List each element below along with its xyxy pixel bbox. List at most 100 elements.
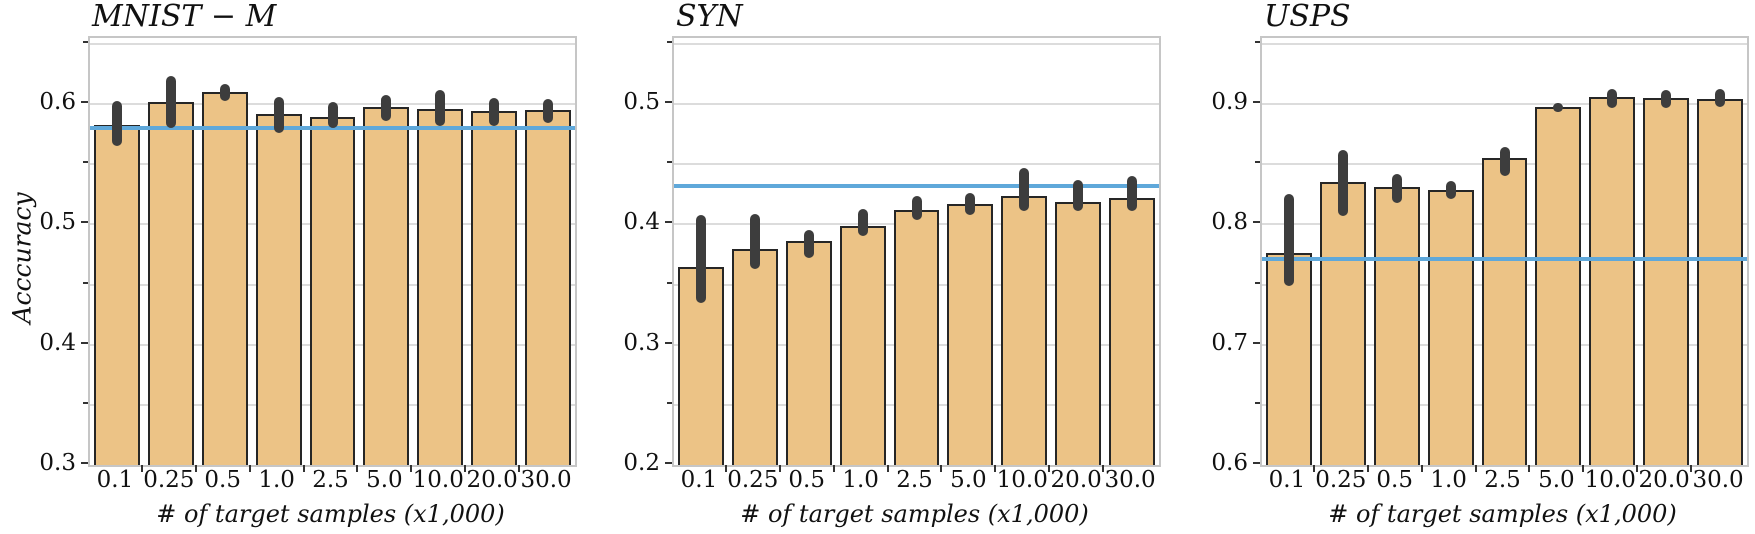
y-tick-mark (1253, 341, 1260, 344)
error-bar (111, 100, 122, 147)
baseline-line (674, 183, 1159, 188)
error-bar (165, 76, 176, 129)
error-bar (1661, 89, 1672, 108)
x-tick-mark (1048, 465, 1051, 472)
x-tick-mark (1420, 465, 1423, 472)
y-tick-label: 0.7 (1211, 329, 1248, 356)
error-bar (1073, 179, 1084, 212)
gridline (674, 163, 1159, 166)
x-tick-mark (194, 465, 197, 472)
x-tick-label: 10.0 (1584, 467, 1636, 493)
x-tick-mark (1366, 465, 1369, 472)
error-bar (1337, 149, 1348, 216)
error-bar (803, 230, 814, 259)
x-tick-label: 2.5 (896, 467, 933, 493)
bar (1266, 253, 1312, 465)
baseline-line (90, 126, 575, 131)
bar (1589, 96, 1636, 465)
error-bar (1391, 173, 1402, 203)
panel-title-mnist-m: MNIST − M (92, 0, 277, 34)
y-tick-mark (665, 341, 672, 344)
x-tick-mark (140, 465, 143, 472)
gridline (674, 103, 1159, 106)
panel-title-usps: USPS (1264, 0, 1351, 34)
y-tick-mark (665, 101, 672, 104)
x-tick-label: 20.0 (466, 467, 518, 493)
x-tick-label: 20.0 (1638, 467, 1690, 493)
x-tick-mark (1102, 465, 1105, 472)
x-axis-label-mnist-m: # of target samples (x1,000) (156, 500, 505, 528)
y-minor-tick-mark (1255, 401, 1260, 404)
y-minor-tick-mark (667, 41, 672, 43)
x-tick-mark (518, 465, 521, 472)
x-tick-label: 30.0 (1692, 467, 1744, 493)
x-tick-label: 1.0 (1430, 467, 1467, 493)
bar (1055, 201, 1102, 465)
x-tick-mark (1636, 465, 1639, 472)
x-tick-label: 5.0 (950, 467, 987, 493)
error-bar (1607, 88, 1618, 108)
x-tick-mark (994, 465, 997, 472)
y-minor-tick-mark (1255, 281, 1260, 284)
y-tick-label: 0.6 (39, 89, 76, 116)
syn-plot-area (672, 36, 1161, 467)
x-tick-mark (1528, 465, 1531, 472)
y-tick-mark (1253, 221, 1260, 224)
y-tick-mark (1253, 462, 1260, 464)
x-tick-label: 1.0 (258, 467, 295, 493)
y-tick-mark (665, 462, 672, 464)
bar (1109, 197, 1155, 465)
x-tick-label: 10.0 (412, 467, 464, 493)
bar (201, 92, 248, 465)
y-tick-label: 0.3 (39, 450, 76, 476)
x-tick-mark (248, 465, 251, 472)
mnist-m-plot-area (88, 36, 577, 467)
x-tick-mark (410, 465, 413, 472)
error-bar (435, 89, 446, 126)
x-tick-label: 2.5 (312, 467, 349, 493)
bar (525, 110, 571, 465)
error-bar (327, 101, 338, 129)
x-axis-label-usps: # of target samples (x1,000) (1328, 500, 1677, 528)
x-tick-label: 1.0 (842, 467, 879, 493)
bar (1001, 195, 1048, 465)
x-tick-label: 0.5 (788, 467, 825, 493)
y-tick-label: 0.9 (1211, 89, 1248, 116)
y-minor-tick-mark (1255, 41, 1260, 43)
y-minor-tick-mark (667, 401, 672, 404)
bar (1643, 98, 1690, 465)
bar (147, 101, 194, 465)
y-tick-label: 0.2 (623, 450, 660, 476)
x-tick-label: 30.0 (1104, 467, 1156, 493)
x-tick-mark (1582, 465, 1585, 472)
error-bar (1127, 176, 1138, 212)
bar (1319, 182, 1366, 465)
bar (893, 210, 940, 465)
y-tick-label: 0.6 (1211, 450, 1248, 476)
x-tick-mark (832, 465, 835, 472)
x-tick-label: 0.25 (143, 467, 195, 493)
x-tick-label: 0.5 (204, 467, 241, 493)
y-tick-label: 0.5 (623, 89, 660, 116)
error-bar (1715, 88, 1726, 107)
x-tick-mark (1312, 465, 1315, 472)
error-bar (1499, 147, 1510, 177)
y-minor-tick-mark (83, 41, 88, 43)
error-bar (1553, 102, 1564, 112)
bar (363, 106, 410, 465)
error-bar (911, 195, 922, 220)
error-bar (749, 213, 760, 269)
y-tick-mark (81, 341, 88, 344)
gridline (1262, 103, 1747, 106)
bar (1535, 106, 1582, 465)
bar (471, 111, 518, 465)
x-tick-mark (1474, 465, 1477, 472)
x-tick-label: 0.5 (1376, 467, 1413, 493)
x-tick-label: 2.5 (1484, 467, 1521, 493)
baseline-line (1262, 257, 1747, 262)
x-tick-label: 0.1 (1268, 467, 1306, 493)
x-tick-mark (302, 465, 305, 472)
error-bar (1283, 194, 1294, 286)
bar (1427, 189, 1474, 465)
